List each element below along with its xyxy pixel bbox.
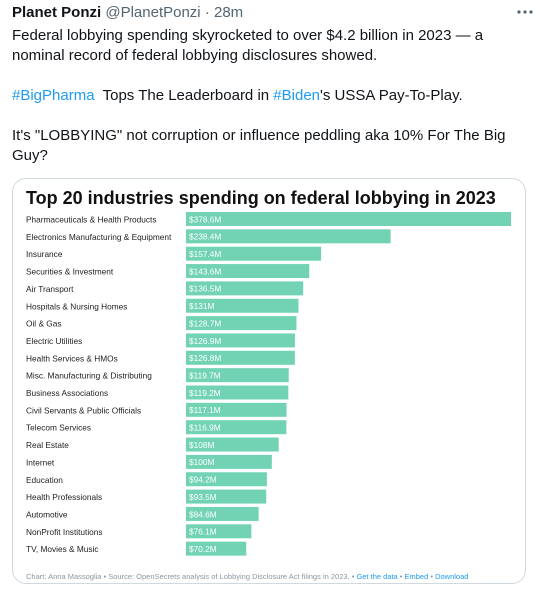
tweet-body: Federal lobbying spending skyrocketed to… — [12, 26, 527, 166]
category-label: Misc. Manufacturing & Distributing — [26, 371, 152, 381]
category-label: TV, Movies & Music — [26, 544, 99, 554]
value-label: $76.1M — [189, 527, 217, 537]
tweet-paragraph-3: It's "LOBBYING" not corruption or influe… — [12, 127, 506, 164]
bar[interactable] — [186, 402, 287, 417]
value-label: $143.6M — [189, 266, 221, 276]
hashtag-bigpharma[interactable]: #BigPharma — [12, 87, 95, 104]
download-link[interactable]: Download — [435, 572, 469, 581]
bar-chart: Pharmaceuticals & Health Products $378.6M… — [26, 212, 511, 556]
value-label: $70.2M — [189, 544, 217, 554]
category-label: Health Services & HMOs — [26, 353, 118, 363]
category-label: Health Professionals — [26, 492, 102, 502]
value-label: $84.6M — [189, 509, 217, 519]
bar[interactable] — [186, 264, 310, 279]
tweet-timestamp[interactable]: 28m — [213, 4, 244, 21]
category-label: Education — [26, 475, 63, 485]
footer-sep-1: • — [397, 572, 405, 581]
category-label: Business Associations — [26, 388, 108, 398]
category-label: Electronics Manufacturing & Equipment — [26, 232, 172, 242]
category-label: Internet — [26, 457, 55, 467]
bar[interactable] — [186, 212, 511, 226]
value-label: $119.7M — [189, 370, 221, 380]
value-label: $117.1M — [189, 405, 221, 415]
value-label: $108M — [189, 440, 214, 450]
tweet-paragraph-2: #BigPharma Tops The Leaderboard in #Bide… — [12, 86, 527, 106]
value-label: $128.7M — [189, 318, 221, 328]
bar[interactable] — [186, 437, 279, 452]
bar[interactable] — [186, 472, 267, 487]
value-label: $116.9M — [189, 423, 221, 433]
tweet-paragraph-2-end: 's USSA Pay-To-Play. — [320, 87, 463, 104]
more-dots-svg — [517, 10, 533, 14]
bar[interactable] — [186, 541, 247, 556]
bar[interactable] — [186, 506, 259, 521]
bar[interactable] — [186, 316, 297, 331]
category-label: Air Transport — [26, 284, 74, 294]
category-label: NonProfit Institutions — [26, 527, 103, 537]
bar[interactable] — [186, 298, 299, 313]
footer-sep-2: • — [428, 572, 436, 581]
tweet-paragraph-1: Federal lobbying spending skyrocketed to… — [12, 27, 484, 64]
bar[interactable] — [186, 454, 272, 469]
category-label: Securities & Investment — [26, 267, 114, 277]
category-label: Insurance — [26, 249, 63, 259]
category-label: Electric Utilities — [26, 336, 82, 346]
bar[interactable] — [186, 385, 289, 400]
tweet-header: Planet Ponzi @PlanetPonzi · 28m — [12, 4, 529, 22]
value-label: $136.5M — [189, 284, 221, 294]
more-dots-icon[interactable] — [515, 4, 535, 20]
category-label: Telecom Services — [26, 423, 91, 433]
category-label: Hospitals & Nursing Homes — [26, 301, 127, 311]
value-label: $93.5M — [189, 492, 217, 502]
bar[interactable] — [186, 489, 267, 504]
category-label: Real Estate — [26, 440, 69, 450]
chart-credit: Chart: Anna Massoglia • Source: OpenSecr… — [26, 572, 357, 581]
header-separator: · — [204, 4, 210, 21]
get-the-data-link[interactable]: Get the data — [356, 572, 398, 581]
bar[interactable] — [186, 524, 252, 539]
bar[interactable] — [186, 350, 295, 365]
embed-link[interactable]: Embed — [404, 572, 429, 581]
bar[interactable] — [186, 229, 391, 244]
value-label: $94.2M — [189, 475, 217, 485]
tweet-paragraph-2-mid: Tops The Leaderboard in — [94, 87, 274, 104]
bar[interactable] — [186, 420, 287, 435]
category-label: Pharmaceuticals & Health Products — [26, 215, 157, 225]
bar[interactable] — [186, 368, 289, 383]
chart-title: Top 20 industries spending on federal lo… — [26, 188, 496, 208]
chart-card[interactable]: Top 20 industries spending on federal lo… — [12, 178, 526, 584]
bar[interactable] — [186, 333, 295, 348]
value-label: $238.4M — [189, 232, 221, 242]
value-label: $378.6M — [189, 214, 221, 224]
value-label: $100M — [189, 457, 214, 467]
value-label: $157.4M — [189, 249, 221, 259]
category-label: Automotive — [26, 509, 68, 519]
value-label: $131M — [189, 301, 214, 311]
bar[interactable] — [186, 246, 322, 261]
value-label: $119.2M — [189, 388, 221, 398]
author-name[interactable]: Planet Ponzi — [12, 4, 102, 21]
hashtag-biden[interactable]: #Biden — [273, 87, 321, 104]
value-label: $126.8M — [189, 353, 221, 363]
category-label: Civil Servants & Public Officials — [26, 405, 141, 415]
category-label: Oil & Gas — [26, 319, 62, 329]
author-handle[interactable]: @PlanetPonzi — [105, 4, 201, 21]
value-label: $126.9M — [189, 336, 221, 346]
bar[interactable] — [186, 281, 304, 296]
chart-footer: Chart: Anna Massoglia • Source: OpenSecr… — [26, 572, 521, 581]
